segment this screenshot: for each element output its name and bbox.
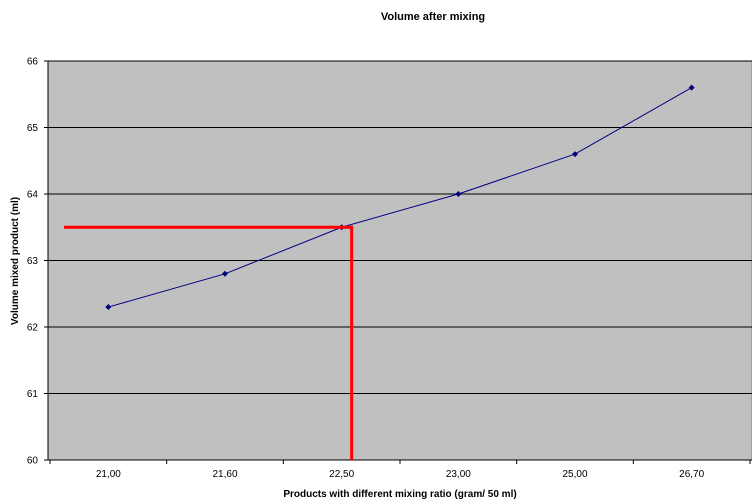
reference-lines (64, 225, 354, 460)
series-layer (105, 84, 695, 311)
x-tick-label: 26,70 (679, 469, 704, 480)
data-point (455, 191, 462, 197)
plot-area (44, 60, 752, 464)
y-tick-label: 62 (27, 323, 39, 334)
y-tick-label: 63 (27, 256, 39, 267)
x-tick-label: 21,00 (96, 469, 121, 480)
x-tick-label: 22,50 (329, 469, 354, 480)
chart-title: Volume after mixing (381, 11, 485, 23)
data-point (222, 270, 228, 277)
y-tick-label: 64 (27, 190, 39, 201)
x-axis-ticks (49, 460, 751, 464)
data-point (688, 84, 695, 91)
series-line (108, 87, 692, 308)
y-tick-label: 66 (27, 57, 39, 68)
x-axis-title: Products with different mixing ratio (gr… (283, 489, 516, 500)
data-point (105, 304, 112, 311)
y-tick-label: 60 (27, 456, 39, 467)
y-axis-title: Volume mixed product (ml) (10, 197, 21, 325)
x-tick-label: 21,60 (212, 469, 237, 480)
x-tick-labels: 21,00 21,60 22,50 23,00 25,00 26,70 (96, 469, 705, 480)
y-axis-ticks (44, 60, 48, 461)
y-tick-label: 61 (27, 389, 39, 400)
x-tick-label: 23,00 (446, 469, 471, 480)
y-tick-labels: 60 61 62 63 64 65 66 (27, 57, 39, 467)
x-tick-label: 25,00 (562, 469, 587, 480)
data-point (572, 151, 578, 158)
y-tick-label: 65 (27, 123, 39, 134)
